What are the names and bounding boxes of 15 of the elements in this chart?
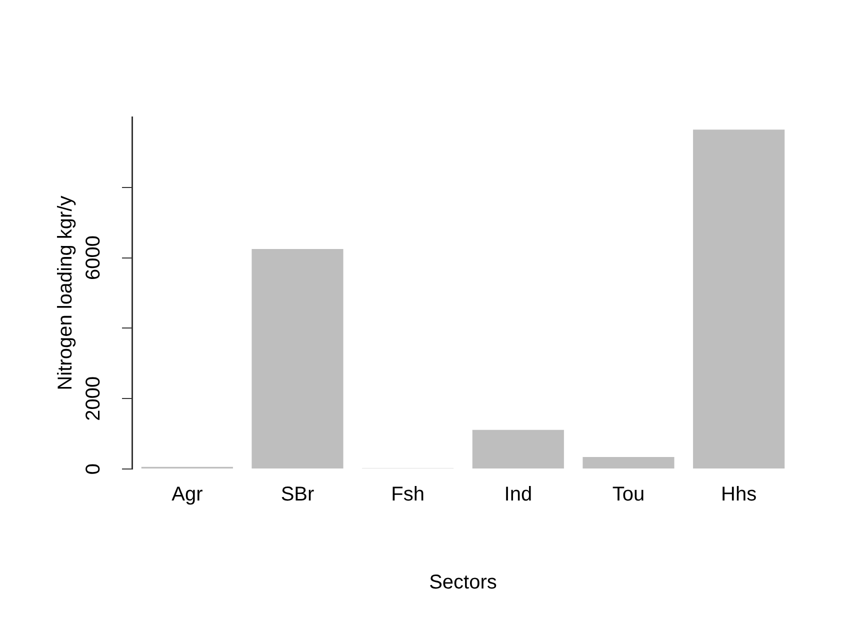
x-tick-label: SBr xyxy=(280,484,315,506)
y-tick-label: 0 xyxy=(82,463,104,475)
bar xyxy=(252,249,344,468)
bar xyxy=(472,430,564,468)
bar xyxy=(582,457,674,468)
y-tick-label: 2000 xyxy=(82,376,104,421)
x-tick-label: Hhs xyxy=(721,484,757,506)
y-axis-title: Nitrogen loading kgr/y xyxy=(54,196,77,390)
x-tick-label: Agr xyxy=(172,484,204,506)
x-tick-label: Tou xyxy=(612,484,645,506)
x-tick-label: Fsh xyxy=(391,484,425,506)
bar xyxy=(693,130,785,468)
x-axis-title: Sectors xyxy=(429,572,497,594)
x-tick-label: Ind xyxy=(504,484,532,506)
y-tick-label: 6000 xyxy=(82,236,104,280)
